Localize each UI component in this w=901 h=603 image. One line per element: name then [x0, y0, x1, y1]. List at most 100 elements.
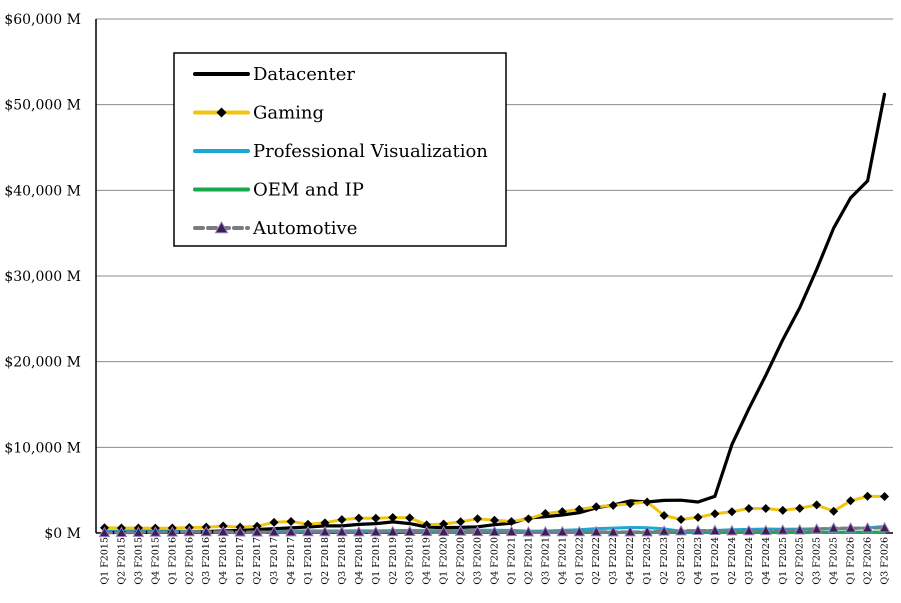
- x-tick-label: Q1 F2020: [439, 537, 450, 585]
- x-tick-label: Q3 F2026: [880, 537, 891, 585]
- data-point: [726, 524, 738, 536]
- data-point: [522, 526, 535, 537]
- data-point: [286, 516, 296, 526]
- data-point: [132, 526, 145, 537]
- x-tick-label: Q2 F2024: [727, 537, 738, 585]
- y-tick-label: $20,000 M: [4, 355, 81, 371]
- data-point: [490, 515, 499, 525]
- data-point: [439, 519, 449, 529]
- data-point: [556, 525, 569, 537]
- data-point: [827, 522, 840, 533]
- data-point: [709, 524, 721, 535]
- x-tick-label: Q3 F2021: [540, 537, 551, 585]
- y-tick-label: $50,000 M: [4, 98, 81, 114]
- data-point: [880, 491, 890, 501]
- data-point: [590, 525, 603, 537]
- data-point: [369, 525, 382, 537]
- data-point: [625, 499, 635, 509]
- x-tick-label: Q2 F2017: [252, 537, 263, 585]
- data-point: [727, 507, 737, 517]
- x-tick-label: Q3 F2018: [337, 537, 348, 585]
- data-point: [505, 525, 518, 537]
- x-tick-label: Q3 F2022: [608, 537, 619, 585]
- x-tick-label: Q3 F2015: [133, 537, 144, 585]
- x-axis: Q1 F2015 Q2 F2015 Q3 F2015 Q4 F2015 Q1 F2016…: [96, 532, 893, 585]
- data-point: [98, 526, 111, 538]
- x-tick-label: Q2 F2020: [456, 537, 467, 585]
- x-tick-label: Q1 F2015: [99, 537, 110, 585]
- data-point: [778, 505, 788, 515]
- data-point: [234, 526, 246, 537]
- x-tick-label: Q4 F2018: [354, 537, 365, 585]
- legend-label: OEM and IP: [253, 180, 364, 201]
- data-point: [776, 524, 789, 535]
- data-point: [473, 514, 483, 524]
- x-tick-label: Q1 F2023: [642, 537, 653, 585]
- data-point: [710, 509, 720, 519]
- data-point: [642, 497, 652, 507]
- data-point: [388, 513, 398, 523]
- data-point: [269, 517, 279, 527]
- data-point: [846, 496, 856, 506]
- data-point: [659, 511, 669, 521]
- y-tick-label: $0 M: [44, 526, 81, 542]
- data-point: [200, 525, 213, 537]
- data-point: [744, 504, 754, 514]
- x-tick-label: Q1 F2024: [710, 537, 721, 585]
- data-point: [471, 525, 484, 537]
- data-point: [693, 512, 703, 522]
- data-point: [523, 514, 533, 524]
- data-point: [574, 504, 584, 514]
- data-point: [675, 524, 687, 536]
- data-point: [217, 525, 230, 537]
- data-point: [658, 525, 670, 536]
- x-tick-label: Q3 F2019: [405, 537, 416, 585]
- x-tick-label: Q2 F2016: [184, 537, 195, 585]
- legend-label: Professional Visualization: [253, 141, 488, 162]
- y-axis: $0 M $10,000 M $20,000 M $30,000 M $40,000 M…: [4, 12, 97, 542]
- data-point: [115, 526, 128, 538]
- legend-label: Datacenter: [253, 64, 355, 85]
- data-point: [337, 515, 347, 525]
- x-tick-label: Q2 F2025: [795, 537, 806, 585]
- data-point: [829, 506, 839, 516]
- x-tick-label: Q4 F2021: [557, 537, 568, 585]
- x-tick-label: Q2 F2022: [591, 537, 602, 585]
- data-point: [336, 525, 348, 537]
- data-point: [743, 524, 755, 536]
- data-point: [354, 513, 364, 523]
- data-point: [303, 519, 313, 529]
- x-tick-label: Q1 F2016: [167, 537, 178, 585]
- data-point: [795, 503, 805, 513]
- data-point: [405, 513, 415, 523]
- x-tick-label: Q3 F2024: [744, 537, 755, 585]
- x-tick-label: Q4 F2024: [761, 537, 772, 585]
- data-point: [759, 524, 772, 536]
- x-tick-label: Q2 F2018: [320, 537, 331, 585]
- data-point: [437, 525, 450, 537]
- x-tick-label: Q1 F2018: [303, 537, 314, 585]
- x-tick-label: Q4 F2025: [829, 537, 840, 585]
- data-point: [302, 525, 314, 537]
- data-point: [422, 520, 432, 530]
- data-point: [844, 522, 857, 533]
- x-tick-label: Q1 F2017: [235, 537, 246, 585]
- data-point: [861, 521, 874, 533]
- legend-label: Automotive: [252, 218, 357, 239]
- data-point: [183, 525, 196, 537]
- x-tick-label: Q4 F2022: [625, 537, 636, 585]
- data-point: [539, 525, 552, 537]
- x-tick-label: Q3 F2025: [812, 537, 823, 585]
- data-point: [557, 507, 567, 517]
- data-point: [863, 491, 873, 501]
- x-tick-label: Q4 F2016: [218, 537, 229, 585]
- data-point: [488, 525, 501, 537]
- x-tick-label: Q2 F2023: [659, 537, 670, 585]
- x-tick-label: Q4 F2023: [693, 537, 704, 585]
- data-point: [320, 518, 330, 528]
- data-point: [608, 500, 618, 510]
- data-point: [591, 502, 601, 512]
- data-point: [676, 515, 686, 525]
- legend-marker: [216, 107, 227, 118]
